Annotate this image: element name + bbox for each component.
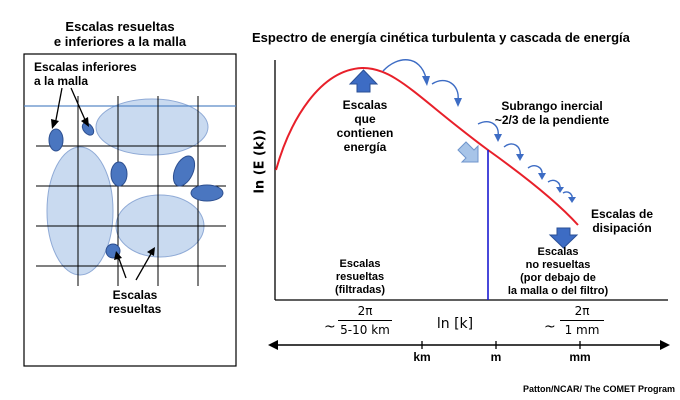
scale-ticks xyxy=(421,341,581,349)
resolved-ellipse-top-right xyxy=(95,98,209,156)
filtered-line3: (filtradas) xyxy=(334,284,386,296)
model-grid xyxy=(24,96,236,286)
left-fraction-bar xyxy=(338,320,392,321)
left-title-line2: e inferiores a la malla xyxy=(53,34,187,49)
energy-containing-line1: Escalas xyxy=(342,98,388,112)
dissipation-label: Escalas de disipación xyxy=(582,207,662,235)
energy-containing-line3: energía xyxy=(343,140,387,154)
energy-spectrum-curve xyxy=(275,66,579,226)
left-fraction-numerator: 2π xyxy=(357,304,373,318)
scale-label-mm: mm xyxy=(569,350,591,364)
dissipation-arrow xyxy=(548,227,579,249)
filtered-line2: resueltas xyxy=(335,271,385,283)
unresolved-line3: (por debajo de xyxy=(520,272,596,284)
left-arrowheads xyxy=(51,117,155,260)
right-fraction-numerator: 2π xyxy=(574,304,590,318)
dissipation-line2: disipación xyxy=(592,221,652,235)
x-axis-label: ln [k] xyxy=(436,316,474,332)
left-fraction-denominator: 5-10 km xyxy=(340,323,390,337)
image-credit: Patton/NCAR/ The COMET Program xyxy=(522,384,675,394)
left-fraction: 2π 5-10 km xyxy=(338,304,392,337)
dissipation-line1: Escalas de xyxy=(590,207,654,221)
scale-arrow-left xyxy=(268,340,278,350)
filtered-line1: Escalas xyxy=(339,258,381,270)
resolved-label-line1: Escalas xyxy=(112,288,158,302)
subgrid-label-line2: a la malla xyxy=(34,74,89,88)
left-label-arrows xyxy=(54,87,153,281)
right-fraction-bar xyxy=(560,320,604,321)
right-fraction-denominator: 1 mm xyxy=(564,323,600,337)
inertial-line2: ~2/3 de la pendiente xyxy=(494,113,610,127)
inertial-line1: Subrango inercial xyxy=(501,99,603,113)
unresolved-line2: no resueltas xyxy=(525,259,591,271)
energy-injection-arrow xyxy=(348,69,379,93)
spectrum-title: Espectro de energía cinética turbulenta … xyxy=(252,30,630,45)
scale-label-km: km xyxy=(413,350,431,364)
subgrid-scales-label: Escalas inferiores a la malla xyxy=(34,60,184,88)
unresolved-line1: Escalas xyxy=(537,246,579,258)
inertial-subrange-label: Subrango inercial ~2/3 de la pendiente xyxy=(482,99,622,127)
resolved-label-line2: resueltas xyxy=(108,302,162,316)
left-fraction-prefix: ~ xyxy=(324,319,336,335)
unresolved-line4: la malla o del filtro) xyxy=(507,285,609,297)
energy-containing-label: Escalas que contienen energía xyxy=(325,98,405,154)
scale-label-m: m xyxy=(490,350,502,364)
right-fraction: 2π 1 mm xyxy=(560,304,604,337)
spectrum-axes xyxy=(274,60,668,301)
left-title-line1: Escalas resueltas xyxy=(65,19,175,34)
scale-arrow-right xyxy=(660,340,670,350)
subgrid-label-line1: Escalas inferiores xyxy=(34,60,137,74)
resolved-filtered-label: Escalas resueltas (filtradas) xyxy=(320,258,400,297)
unresolved-scales-label: Escalas no resueltas (por debajo de la m… xyxy=(493,246,623,298)
resolved-scales-label: Escalas resueltas xyxy=(95,288,175,316)
energy-containing-line2: que contienen xyxy=(336,112,394,140)
left-panel-title: Escalas resueltas e inferiores a la mall… xyxy=(20,19,220,49)
transfer-arrow xyxy=(457,141,479,163)
cascade-arrowheads xyxy=(422,76,576,203)
resolved-ellipse-left xyxy=(46,146,114,276)
right-fraction-prefix: ~ xyxy=(544,319,556,335)
subgrid-ellipses xyxy=(48,122,224,259)
y-axis-label: ln (E (k)) xyxy=(252,129,268,194)
cascade-arrows xyxy=(382,59,573,200)
